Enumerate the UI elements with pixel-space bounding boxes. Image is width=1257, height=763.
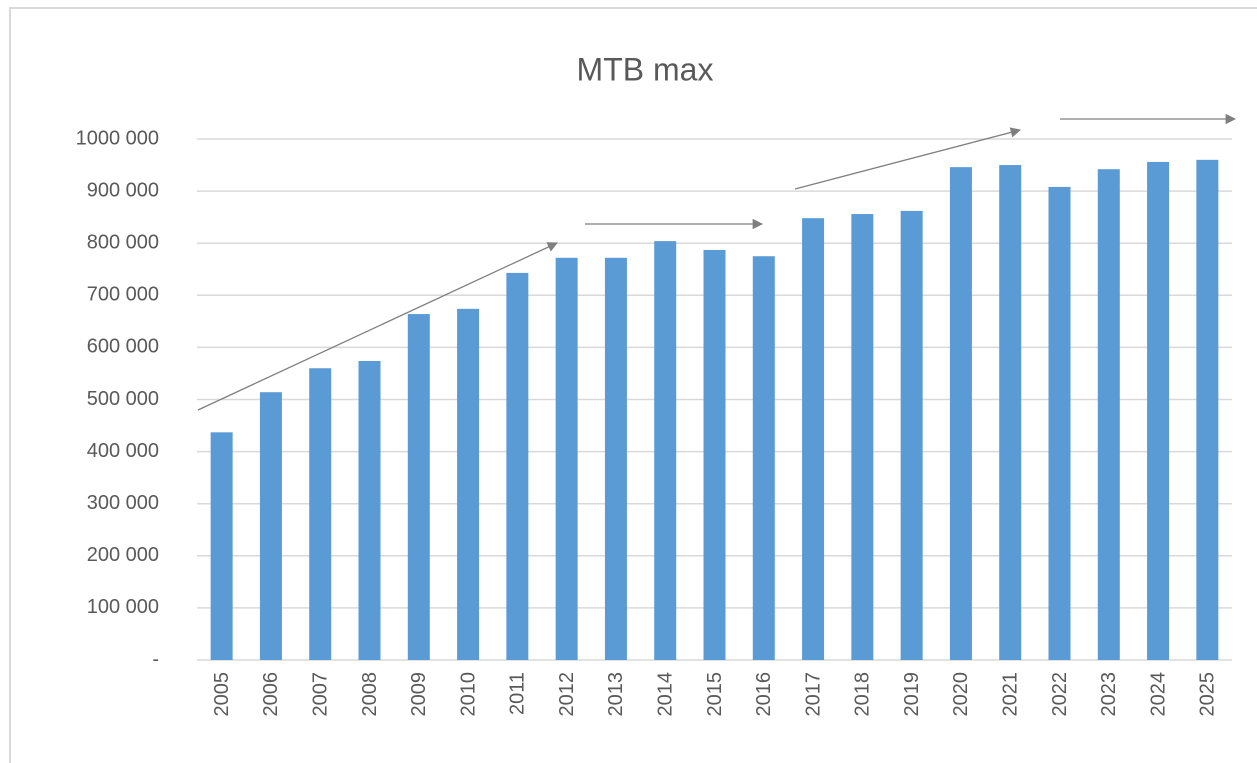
x-tick-label: 2023: [1098, 672, 1120, 717]
y-tick-label: 200 000: [87, 544, 159, 566]
chart-title: MTB max: [577, 51, 714, 87]
x-tick-label: 2025: [1197, 672, 1219, 717]
bar: [1147, 161, 1170, 660]
bar: [407, 314, 430, 660]
x-tick-label: 2022: [1049, 672, 1071, 717]
trend-arrow: [197, 242, 558, 411]
bar: [1048, 186, 1071, 660]
trend-arrow: [794, 127, 1022, 190]
bar: [210, 432, 233, 660]
bar: [802, 218, 825, 660]
bar: [851, 214, 874, 661]
chart-frame: [9, 7, 1257, 763]
bar: [457, 308, 480, 660]
x-tick-label: 2013: [605, 672, 627, 717]
bar: [358, 360, 381, 660]
bar: [506, 272, 529, 660]
x-tick-label: 2021: [999, 672, 1021, 717]
bar: [309, 368, 332, 660]
x-tick-label: 2010: [457, 672, 479, 717]
bar: [752, 256, 775, 660]
x-tick-label: 2012: [556, 672, 578, 717]
x-tick-label: 2007: [309, 672, 331, 717]
y-tick-label: 800 000: [87, 231, 159, 253]
x-tick-label: 2017: [802, 672, 824, 717]
x-tick-label: 2009: [408, 672, 430, 717]
bar: [259, 392, 282, 660]
bar: [1196, 159, 1219, 660]
y-tick-label: 400 000: [87, 440, 159, 462]
x-tick-label: 2018: [852, 672, 874, 717]
x-tick-label: 2014: [654, 672, 676, 717]
y-tick-label: 600 000: [87, 336, 159, 358]
trend-arrows: [197, 113, 1237, 411]
x-tick-label: 2006: [260, 672, 282, 717]
x-tick-label: 2015: [704, 672, 726, 717]
y-tick-label: 300 000: [87, 492, 159, 514]
x-tick-label: 2011: [507, 672, 529, 715]
bar: [604, 257, 627, 660]
bar: [555, 257, 578, 660]
y-tick-label: 900 000: [87, 179, 159, 201]
y-tick-label: -: [152, 648, 159, 670]
bar: [654, 241, 677, 660]
y-tick-label: 100 000: [87, 596, 159, 618]
x-tick-label: 2019: [901, 672, 923, 717]
y-tick-label: 700 000: [87, 284, 159, 306]
x-tick-label: 2020: [950, 672, 972, 717]
bar: [1097, 169, 1120, 660]
x-tick-label: 2016: [753, 672, 775, 717]
x-tick-label: 2005: [211, 672, 233, 717]
y-tick-label: 1000 000: [76, 127, 159, 149]
plot-area: - 100 000 200 000 300 000 400 000 500 000 600 …: [76, 127, 1232, 717]
bar: [949, 167, 972, 660]
x-tick-label: 2008: [359, 672, 381, 717]
bar: [999, 165, 1022, 661]
x-tick-label: 2024: [1147, 672, 1169, 717]
bar: [900, 210, 923, 660]
bar: [703, 249, 726, 660]
y-tick-label: 500 000: [87, 388, 159, 410]
